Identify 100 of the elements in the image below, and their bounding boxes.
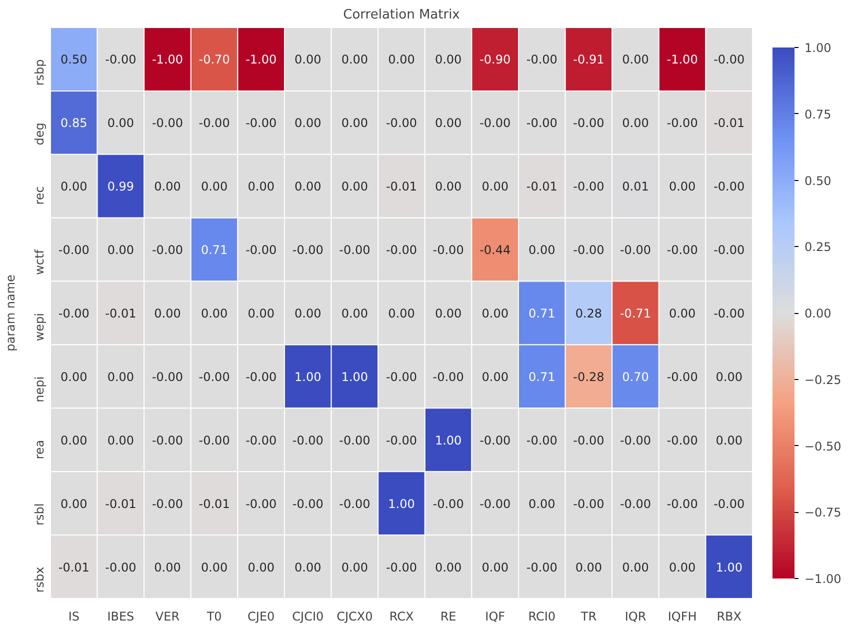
data-label: -0.00 bbox=[526, 116, 558, 130]
data-label: -0.00 bbox=[526, 52, 558, 67]
y-tick-label: rsbx bbox=[32, 566, 46, 593]
data-label: -0.01 bbox=[198, 496, 230, 511]
data-label: -0.00 bbox=[198, 116, 230, 130]
data-label: -0.00 bbox=[573, 496, 604, 511]
data-label: -1.00 bbox=[152, 52, 184, 67]
data-label: 0.00 bbox=[200, 560, 228, 574]
data-label: -0.00 bbox=[386, 243, 418, 258]
data-label: -0.00 bbox=[714, 243, 745, 258]
data-label: -0.00 bbox=[666, 496, 698, 511]
y-tick-label: rec bbox=[32, 186, 46, 205]
data-label: -0.00 bbox=[666, 243, 698, 258]
data-label: 0.00 bbox=[294, 560, 322, 574]
y-tick-label: nepi bbox=[32, 376, 46, 402]
color-bar-label: 1.00 bbox=[804, 41, 832, 55]
color-bar-label: 0.00 bbox=[804, 306, 832, 320]
x-tick-label: VER bbox=[155, 610, 180, 624]
data-label: -0.00 bbox=[432, 370, 464, 384]
data-label: -0.00 bbox=[480, 496, 511, 511]
data-label: 0.00 bbox=[60, 370, 88, 384]
data-label: 0.00 bbox=[668, 306, 696, 320]
data-label: -0.00 bbox=[246, 433, 277, 448]
data-label: 0.00 bbox=[341, 180, 368, 194]
x-tick-label: IBES bbox=[107, 610, 134, 624]
data-label: 0.00 bbox=[434, 560, 462, 574]
data-label: 0.00 bbox=[434, 180, 462, 194]
data-label: 0.00 bbox=[154, 306, 181, 320]
data-label: 0.00 bbox=[200, 180, 228, 194]
data-label: -0.90 bbox=[480, 52, 511, 67]
data-label: 0.00 bbox=[294, 306, 322, 320]
data-label: 0.00 bbox=[248, 180, 274, 194]
data-label: 0.00 bbox=[716, 433, 742, 448]
data-label: 0.00 bbox=[716, 370, 742, 384]
data-label: -0.00 bbox=[386, 433, 418, 448]
x-tick-label: T0 bbox=[206, 610, 222, 624]
data-label: -0.00 bbox=[339, 496, 370, 511]
x-tick-label: CJCX0 bbox=[336, 610, 373, 624]
y-tick-label: deg bbox=[32, 122, 46, 146]
data-label: 0.85 bbox=[60, 116, 88, 130]
data-label: 0.00 bbox=[668, 560, 696, 574]
data-label: -0.00 bbox=[198, 370, 230, 384]
data-label: 0.00 bbox=[107, 116, 134, 130]
data-label: -0.00 bbox=[105, 52, 136, 67]
y-tick-label: rsbp bbox=[32, 59, 46, 86]
data-label: 0.00 bbox=[294, 52, 322, 67]
data-label: 0.00 bbox=[341, 306, 368, 320]
data-label: 0.00 bbox=[294, 116, 322, 130]
data-label: -1.00 bbox=[246, 52, 277, 67]
data-label: 0.00 bbox=[482, 370, 508, 384]
chart-title: Correlation Matrix bbox=[343, 8, 460, 22]
y-axis-title: param name bbox=[4, 274, 18, 352]
data-label: -0.00 bbox=[152, 116, 184, 130]
color-bar-label: 0.75 bbox=[804, 107, 832, 122]
data-label: 0.00 bbox=[388, 52, 415, 67]
data-label: -0.00 bbox=[526, 560, 558, 574]
data-label: 0.00 bbox=[341, 52, 368, 67]
data-label: 0.00 bbox=[341, 116, 368, 130]
data-label: -0.00 bbox=[292, 433, 324, 448]
x-tick-label: RBX bbox=[716, 610, 742, 624]
data-label: -0.00 bbox=[666, 116, 698, 130]
data-label: -0.00 bbox=[386, 560, 418, 574]
data-label: -0.00 bbox=[386, 370, 418, 384]
data-label: -0.00 bbox=[152, 496, 184, 511]
data-label: 0.00 bbox=[107, 243, 134, 258]
data-label: 1.00 bbox=[388, 496, 415, 511]
data-label: -0.00 bbox=[714, 496, 745, 511]
data-label: -0.01 bbox=[386, 180, 418, 194]
data-label: -0.00 bbox=[573, 243, 604, 258]
data-label: -0.00 bbox=[339, 243, 370, 258]
x-tick-label: RE bbox=[440, 610, 456, 624]
data-label: -1.00 bbox=[666, 52, 698, 67]
data-label: -0.01 bbox=[58, 560, 90, 574]
data-label: 0.00 bbox=[622, 560, 649, 574]
data-label: 0.50 bbox=[60, 52, 88, 67]
data-label: 0.00 bbox=[60, 180, 88, 194]
data-label: 1.00 bbox=[294, 370, 322, 384]
data-label: 0.00 bbox=[434, 306, 462, 320]
y-tick-label: rsbl bbox=[32, 503, 46, 526]
data-label: 0.00 bbox=[528, 243, 556, 258]
data-label: 0.00 bbox=[482, 560, 508, 574]
data-label: -0.01 bbox=[105, 306, 136, 320]
data-label: -0.28 bbox=[573, 370, 604, 384]
data-label: -0.00 bbox=[432, 243, 464, 258]
color-bar-label: −0.25 bbox=[804, 372, 842, 387]
x-tick-label: RCX bbox=[389, 610, 414, 624]
data-label: -0.00 bbox=[152, 370, 184, 384]
data-label: -0.00 bbox=[246, 370, 277, 384]
data-label: 0.70 bbox=[622, 370, 649, 384]
data-label: -0.00 bbox=[480, 433, 511, 448]
data-label: 0.00 bbox=[575, 560, 602, 574]
color-bar-label: −0.50 bbox=[804, 439, 842, 454]
color-bar-label: −1.00 bbox=[804, 572, 842, 586]
data-label: -0.00 bbox=[620, 496, 652, 511]
x-tick-label: IS bbox=[68, 610, 80, 624]
data-label: 0.00 bbox=[528, 496, 556, 511]
data-label: -0.00 bbox=[58, 243, 90, 258]
data-label: 0.00 bbox=[107, 433, 134, 448]
data-label: -0.71 bbox=[620, 306, 652, 320]
data-label: -0.00 bbox=[526, 433, 558, 448]
